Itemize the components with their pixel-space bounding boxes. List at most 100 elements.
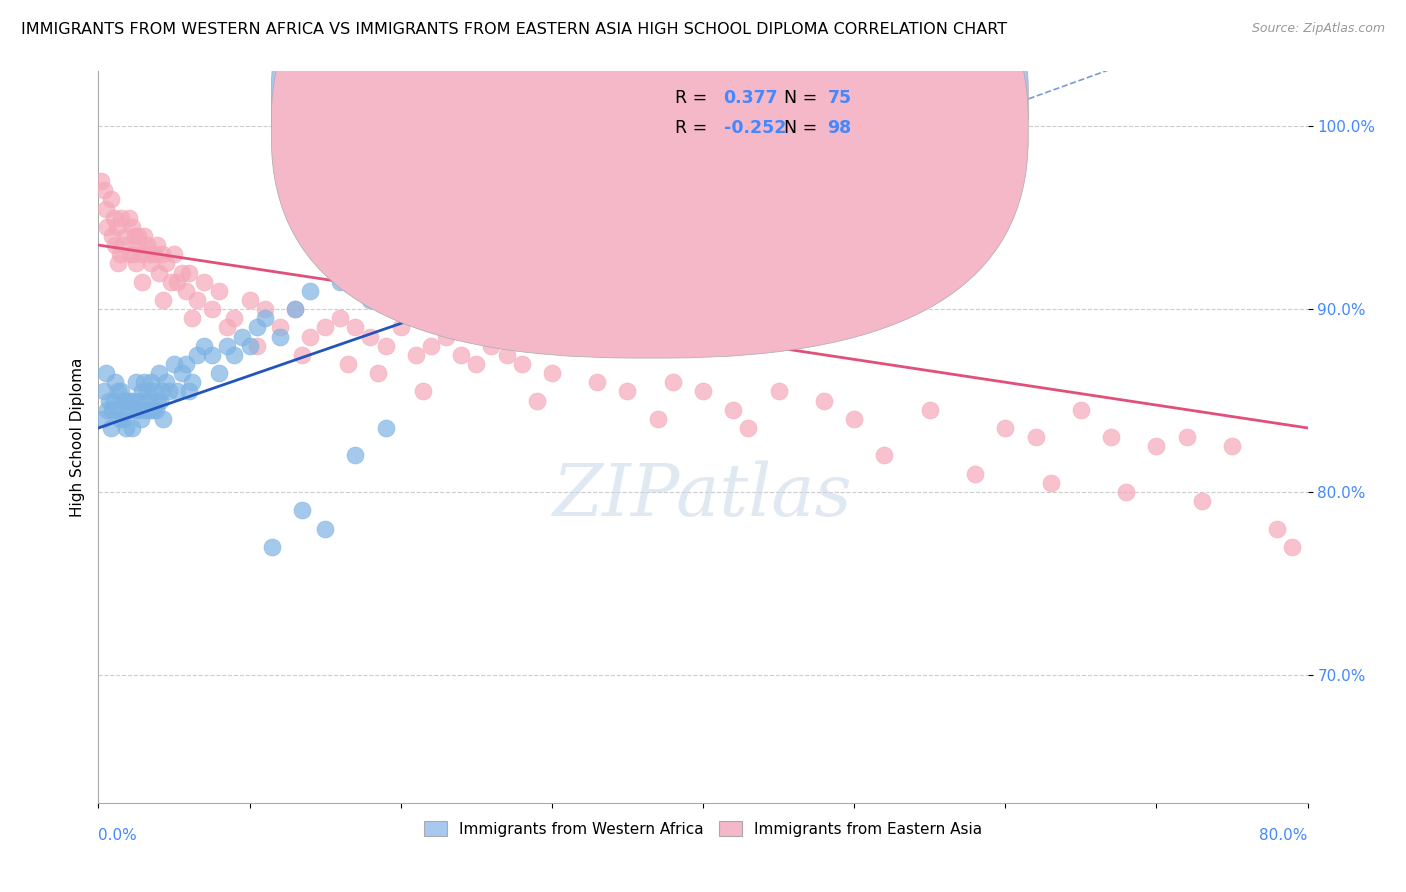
- Point: [239, 293, 262, 307]
- Point: [269, 329, 291, 343]
- Point: [181, 376, 204, 390]
- Point: [208, 366, 231, 380]
- Point: [110, 211, 132, 225]
- Point: [1070, 402, 1092, 417]
- Point: [98, 393, 121, 408]
- Point: [114, 229, 136, 244]
- Point: [299, 329, 322, 343]
- Point: [148, 366, 170, 380]
- Point: [215, 339, 238, 353]
- Point: [692, 384, 714, 399]
- Point: [129, 412, 152, 426]
- Point: [148, 266, 170, 280]
- Point: [450, 256, 472, 270]
- Point: [129, 247, 152, 261]
- Point: [1115, 485, 1137, 500]
- Point: [299, 284, 322, 298]
- Text: R =: R =: [675, 89, 713, 107]
- Point: [510, 357, 533, 371]
- Point: [96, 219, 118, 234]
- Point: [201, 301, 224, 317]
- Point: [104, 376, 127, 390]
- Point: [526, 393, 548, 408]
- Point: [1191, 494, 1213, 508]
- Point: [90, 174, 112, 188]
- Point: [246, 320, 269, 334]
- Point: [112, 393, 135, 408]
- Point: [201, 348, 224, 362]
- Text: ZIPatlas: ZIPatlas: [553, 460, 853, 531]
- Text: N =: N =: [785, 119, 823, 136]
- Point: [405, 348, 427, 362]
- Point: [1024, 430, 1046, 444]
- Text: 80.0%: 80.0%: [1260, 829, 1308, 844]
- Point: [166, 275, 188, 289]
- Point: [128, 238, 150, 252]
- Point: [132, 376, 155, 390]
- Point: [965, 467, 987, 481]
- Point: [104, 238, 127, 252]
- Point: [93, 384, 115, 399]
- Point: [616, 384, 638, 399]
- Point: [269, 320, 291, 334]
- Point: [737, 421, 759, 435]
- Point: [420, 339, 443, 353]
- Point: [143, 384, 166, 399]
- Point: [103, 393, 125, 408]
- Point: [420, 266, 443, 280]
- Point: [481, 247, 503, 261]
- Point: [149, 393, 172, 408]
- Point: [141, 256, 163, 270]
- Point: [108, 247, 131, 261]
- Point: [450, 348, 472, 362]
- Point: [284, 301, 307, 317]
- Point: [495, 238, 517, 252]
- Point: [174, 357, 197, 371]
- Point: [131, 384, 153, 399]
- Point: [128, 393, 150, 408]
- Point: [131, 275, 153, 289]
- Point: [114, 421, 136, 435]
- Point: [135, 238, 157, 252]
- Point: [412, 384, 434, 399]
- Point: [91, 412, 114, 426]
- Point: [132, 229, 155, 244]
- Point: [121, 421, 143, 435]
- Point: [374, 339, 396, 353]
- Point: [495, 348, 517, 362]
- Point: [100, 193, 122, 207]
- Point: [143, 247, 166, 261]
- FancyBboxPatch shape: [271, 0, 1028, 358]
- Point: [122, 393, 145, 408]
- Point: [152, 293, 174, 307]
- Point: [170, 266, 193, 280]
- Point: [150, 247, 173, 261]
- Point: [125, 376, 148, 390]
- Point: [124, 402, 146, 417]
- Text: Source: ZipAtlas.com: Source: ZipAtlas.com: [1251, 22, 1385, 36]
- Point: [314, 320, 336, 334]
- Point: [107, 256, 129, 270]
- Point: [100, 421, 122, 435]
- Point: [253, 311, 276, 326]
- Point: [1267, 522, 1289, 536]
- Text: R =: R =: [675, 119, 713, 136]
- Point: [134, 402, 156, 417]
- Point: [118, 211, 141, 225]
- Point: [155, 376, 177, 390]
- Point: [344, 448, 367, 462]
- Point: [120, 393, 142, 408]
- Point: [208, 284, 231, 298]
- Point: [360, 329, 382, 343]
- Point: [118, 402, 141, 417]
- Point: [329, 311, 352, 326]
- Point: [540, 366, 562, 380]
- Text: N =: N =: [785, 89, 823, 107]
- Point: [111, 412, 134, 426]
- Point: [768, 384, 790, 399]
- Point: [389, 320, 412, 334]
- Point: [146, 238, 169, 252]
- Point: [253, 301, 276, 317]
- Point: [121, 219, 143, 234]
- Point: [1099, 430, 1122, 444]
